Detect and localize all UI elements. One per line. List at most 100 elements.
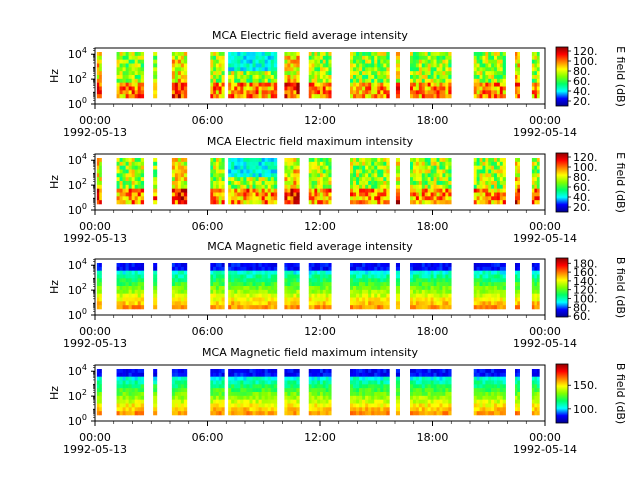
spectrogram-cell bbox=[240, 369, 244, 374]
spectrogram-cell bbox=[418, 407, 423, 412]
spectrogram-cell bbox=[131, 301, 135, 306]
spectrogram-cell bbox=[180, 55, 185, 60]
spectrogram-cell bbox=[221, 94, 225, 99]
spectrogram-cell bbox=[180, 158, 185, 163]
spectrogram-cell bbox=[221, 67, 225, 72]
spectrogram-cell bbox=[534, 270, 538, 275]
spectrogram-cell bbox=[96, 369, 100, 374]
spectrogram-cell bbox=[284, 55, 288, 60]
spectrogram-cell bbox=[534, 263, 538, 268]
spectrogram-cell bbox=[359, 196, 363, 201]
spectrogram-cell bbox=[183, 184, 188, 189]
spectrogram-cell bbox=[183, 274, 188, 279]
spectrogram-cell bbox=[383, 270, 387, 275]
spectrogram-cell bbox=[293, 188, 297, 193]
spectrogram-cell bbox=[359, 301, 363, 306]
spectrogram-cell bbox=[476, 90, 480, 95]
spectrogram-cell bbox=[515, 297, 518, 302]
spectrogram-cell bbox=[96, 305, 100, 310]
spectrogram-cell bbox=[536, 399, 540, 404]
spectrogram-cell bbox=[491, 293, 495, 298]
spectrogram-cell bbox=[293, 196, 297, 201]
spectrogram-cell bbox=[131, 55, 135, 60]
spectrogram-cell bbox=[491, 384, 495, 389]
spectrogram-cell bbox=[430, 188, 434, 193]
spectrogram-cell bbox=[496, 177, 501, 182]
spectrogram-cell bbox=[368, 282, 372, 287]
y-tick-label: 100 bbox=[68, 307, 87, 322]
spectrogram-cell bbox=[284, 158, 288, 163]
spectrogram-cell bbox=[174, 297, 179, 302]
spectrogram-cell bbox=[479, 388, 483, 393]
spectrogram-cell bbox=[314, 380, 318, 385]
spectrogram-cell bbox=[140, 388, 145, 393]
spectrogram-cell bbox=[534, 71, 538, 76]
spectrogram-cell bbox=[479, 75, 483, 80]
spectrogram-cell bbox=[261, 82, 265, 87]
spectrogram-cell bbox=[439, 196, 443, 201]
spectrogram-cell bbox=[180, 372, 185, 377]
spectrogram-cell bbox=[99, 301, 102, 306]
spectrogram-cell bbox=[296, 301, 300, 306]
spectrogram-cell bbox=[137, 82, 142, 87]
spectrogram-cell bbox=[134, 82, 139, 87]
spectrogram-cell bbox=[317, 196, 321, 201]
spectrogram-cell bbox=[153, 67, 158, 72]
spectrogram-cell bbox=[96, 372, 100, 377]
spectrogram-cell bbox=[424, 169, 428, 174]
spectrogram-cell bbox=[183, 165, 188, 170]
spectrogram-cell bbox=[383, 63, 387, 68]
spectrogram-cell bbox=[502, 380, 506, 385]
spectrogram-cell bbox=[448, 158, 452, 163]
spectrogram-cell bbox=[177, 305, 182, 310]
spectrogram-cell bbox=[531, 270, 535, 275]
spectrogram-cell bbox=[448, 184, 452, 189]
spectrogram-cell bbox=[264, 376, 269, 381]
spectrogram-cell bbox=[410, 384, 414, 389]
spectrogram-cell bbox=[380, 181, 384, 186]
spectrogram-cell bbox=[140, 369, 145, 374]
spectrogram-cell bbox=[433, 297, 437, 302]
spectrogram-cell bbox=[473, 55, 477, 60]
spectrogram-cell bbox=[448, 293, 452, 298]
spectrogram-cell bbox=[174, 274, 179, 279]
spectrogram-cell bbox=[221, 372, 225, 377]
spectrogram-cell bbox=[499, 63, 504, 68]
spectrogram-cell bbox=[171, 411, 176, 416]
spectrogram-cell bbox=[153, 399, 158, 404]
spectrogram-cell bbox=[237, 388, 241, 393]
spectrogram-cell bbox=[213, 94, 217, 99]
spectrogram-cell bbox=[421, 158, 426, 163]
spectrogram-cell bbox=[314, 395, 318, 400]
spectrogram-cell bbox=[424, 407, 428, 412]
x-tick-label: 00:00 bbox=[529, 114, 561, 127]
spectrogram-cell bbox=[99, 192, 102, 197]
spectrogram-cell bbox=[317, 200, 321, 205]
spectrogram-cell bbox=[140, 376, 145, 381]
spectrogram-cell bbox=[116, 82, 120, 87]
spectrogram-cell bbox=[439, 380, 443, 385]
spectrogram-cell bbox=[221, 384, 225, 389]
spectrogram-cell bbox=[234, 158, 238, 163]
colorbar-tick-label: 100. bbox=[573, 403, 598, 416]
spectrogram-cell bbox=[350, 86, 354, 91]
spectrogram-cell bbox=[221, 55, 225, 60]
spectrogram-cell bbox=[228, 278, 232, 283]
spectrogram-cell bbox=[436, 407, 440, 412]
spectrogram-cell bbox=[433, 263, 437, 268]
spectrogram-cell bbox=[180, 67, 185, 72]
spectrogram-cell bbox=[296, 200, 300, 205]
spectrogram-cell bbox=[488, 293, 492, 298]
spectrogram-cell bbox=[119, 82, 123, 87]
spectrogram-cell bbox=[218, 403, 222, 408]
spectrogram-cell bbox=[261, 169, 265, 174]
spectrogram-cell bbox=[221, 192, 225, 197]
spectrogram-cell bbox=[485, 63, 489, 68]
spectrogram-cell bbox=[137, 177, 142, 182]
spectrogram-cell bbox=[137, 63, 142, 68]
spectrogram-cell bbox=[246, 94, 250, 99]
spectrogram-cell bbox=[252, 161, 256, 166]
spectrogram-cell bbox=[380, 270, 384, 275]
spectrogram-cell bbox=[183, 63, 188, 68]
spectrogram-cell bbox=[243, 192, 247, 197]
